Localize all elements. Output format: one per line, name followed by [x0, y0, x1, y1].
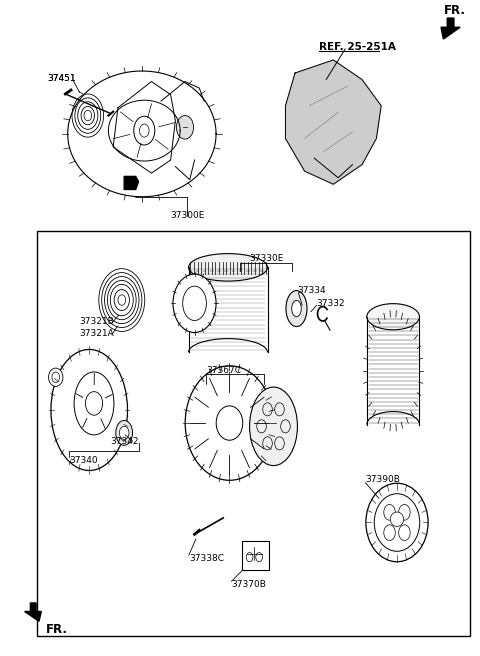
Text: 37340: 37340 — [69, 457, 98, 466]
Text: 37332: 37332 — [317, 299, 345, 308]
Polygon shape — [441, 18, 460, 39]
Circle shape — [85, 392, 103, 415]
Text: 37321B: 37321B — [80, 317, 114, 326]
Circle shape — [134, 116, 155, 145]
Ellipse shape — [366, 483, 428, 562]
Bar — [36, 232, 470, 636]
Ellipse shape — [185, 366, 274, 480]
Ellipse shape — [292, 300, 301, 317]
Ellipse shape — [173, 274, 216, 333]
Text: 37367C: 37367C — [206, 366, 241, 375]
Circle shape — [84, 110, 92, 121]
Ellipse shape — [250, 387, 298, 466]
Text: 37342: 37342 — [110, 437, 138, 446]
Text: 37451: 37451 — [48, 73, 76, 83]
Ellipse shape — [74, 372, 114, 435]
Text: 37321A: 37321A — [80, 329, 114, 338]
Ellipse shape — [51, 350, 128, 470]
Polygon shape — [124, 176, 139, 190]
Ellipse shape — [286, 291, 307, 327]
Text: REF. 25-251A: REF. 25-251A — [319, 42, 396, 52]
Ellipse shape — [116, 420, 132, 445]
Text: 37451: 37451 — [48, 73, 76, 83]
Ellipse shape — [367, 304, 420, 330]
Bar — [242, 541, 269, 570]
Text: FR.: FR. — [444, 5, 466, 18]
Text: 37338C: 37338C — [189, 554, 224, 563]
Circle shape — [176, 115, 193, 139]
Ellipse shape — [48, 368, 63, 386]
Text: 37334: 37334 — [298, 286, 326, 295]
Text: 37390B: 37390B — [365, 476, 400, 485]
Text: 37300E: 37300E — [170, 211, 204, 220]
Circle shape — [118, 295, 126, 305]
Ellipse shape — [390, 512, 404, 526]
Polygon shape — [286, 60, 381, 184]
Circle shape — [120, 426, 129, 440]
Ellipse shape — [216, 406, 243, 440]
Text: FR.: FR. — [46, 623, 68, 636]
Ellipse shape — [189, 254, 267, 281]
Text: 37370B: 37370B — [231, 580, 266, 589]
Text: 37330E: 37330E — [249, 254, 284, 262]
Polygon shape — [24, 603, 41, 621]
